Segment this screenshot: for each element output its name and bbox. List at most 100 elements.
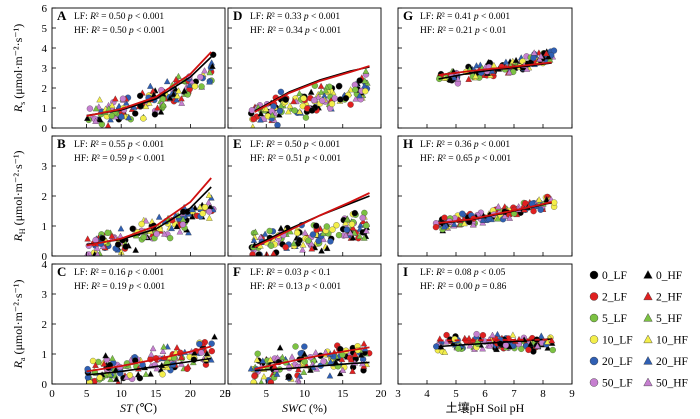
data-point <box>344 216 351 223</box>
stat-hf: HF: R² = 0.00 p = 0.86 <box>420 282 507 292</box>
legend-label: 0_LF <box>602 270 627 282</box>
data-point <box>168 224 175 232</box>
data-point <box>273 370 281 377</box>
x-tick-label: 7 <box>511 388 517 400</box>
data-point <box>292 343 299 350</box>
data-point <box>348 221 356 228</box>
data-point <box>357 351 365 358</box>
legend-label: 50_HF <box>656 378 688 390</box>
data-point <box>479 345 486 352</box>
legend-marker <box>643 334 653 344</box>
data-point <box>461 220 468 227</box>
data-point <box>441 348 449 355</box>
y-tick-label: 2 <box>42 319 48 331</box>
legend-label: 2_HF <box>656 292 682 304</box>
data-point <box>351 351 359 358</box>
data-point <box>94 250 101 256</box>
stat-lf: LF: R² = 0.50 p < 0.001 <box>74 12 164 22</box>
data-point <box>319 97 326 104</box>
x-tick-label: 10 <box>299 388 311 400</box>
data-point <box>349 224 357 231</box>
data-point <box>440 223 448 230</box>
data-point <box>207 356 215 363</box>
data-point <box>313 222 320 229</box>
data-point <box>100 360 108 367</box>
data-point <box>184 365 191 372</box>
data-point <box>252 228 259 235</box>
y-tick-label: 1 <box>42 221 48 233</box>
data-point <box>466 342 474 349</box>
data-point <box>173 223 181 230</box>
data-point <box>327 238 334 245</box>
y-tick-label: 0 <box>42 123 48 135</box>
data-point <box>108 112 115 119</box>
data-point <box>486 342 494 349</box>
data-point <box>535 196 543 203</box>
x-tick-label: 5 <box>264 388 270 400</box>
panel-letter: G <box>403 8 413 23</box>
x-axis-title: SWC (%) <box>282 401 327 415</box>
data-point <box>257 110 265 117</box>
data-point <box>253 356 261 363</box>
data-point <box>470 221 477 228</box>
data-point <box>290 97 297 105</box>
data-point <box>89 357 97 365</box>
data-point <box>147 351 155 358</box>
data-point <box>250 236 258 244</box>
data-point <box>196 340 203 348</box>
data-point <box>199 210 206 217</box>
data-point <box>93 244 101 251</box>
data-point <box>288 353 296 360</box>
data-point <box>173 344 181 351</box>
data-point <box>530 49 538 56</box>
data-point <box>296 237 303 244</box>
data-point <box>196 203 204 210</box>
data-point <box>267 356 274 363</box>
data-point <box>159 371 166 378</box>
data-point <box>311 97 318 104</box>
data-point <box>333 222 340 229</box>
data-point <box>203 350 211 357</box>
data-point <box>294 229 301 237</box>
y-tick-label: 3 <box>42 161 48 173</box>
data-point <box>104 229 111 236</box>
y-tick-label: 1 <box>42 103 48 115</box>
data-point <box>208 348 215 355</box>
panel-A: 0 1 2 3 4 5 6 A LF: R² = 0.50 p < 0.001 HF: R² = … <box>42 3 226 135</box>
data-point <box>479 332 487 339</box>
data-point <box>356 92 363 99</box>
data-point <box>282 96 289 103</box>
data-point <box>286 102 294 109</box>
data-point <box>160 343 167 350</box>
data-point <box>537 52 545 59</box>
legend-marker <box>643 291 653 301</box>
data-point <box>247 365 255 372</box>
data-point <box>299 241 307 248</box>
fit-line <box>254 192 370 248</box>
data-point <box>347 229 354 236</box>
data-point <box>450 220 458 227</box>
data-point <box>296 108 303 115</box>
x-tick-label: 9 <box>569 388 575 400</box>
data-point <box>117 225 125 232</box>
data-point <box>317 82 325 89</box>
scatter-points <box>248 192 371 256</box>
data-point <box>154 104 161 111</box>
data-point <box>495 203 502 210</box>
data-point <box>186 81 194 88</box>
data-point <box>119 95 127 102</box>
data-point <box>163 78 171 85</box>
data-point <box>248 107 256 114</box>
legend-marker <box>589 292 599 301</box>
data-point <box>509 331 517 338</box>
y-tick-label: 1 <box>42 349 48 361</box>
data-point <box>290 240 298 247</box>
x-tick-label: 20 <box>185 388 197 400</box>
x-tick-label: 10 <box>116 388 128 400</box>
scatter-points <box>84 333 218 384</box>
data-point <box>544 344 552 351</box>
data-point <box>342 231 350 238</box>
data-point <box>307 88 315 95</box>
data-point <box>106 371 114 378</box>
data-point <box>473 330 480 338</box>
